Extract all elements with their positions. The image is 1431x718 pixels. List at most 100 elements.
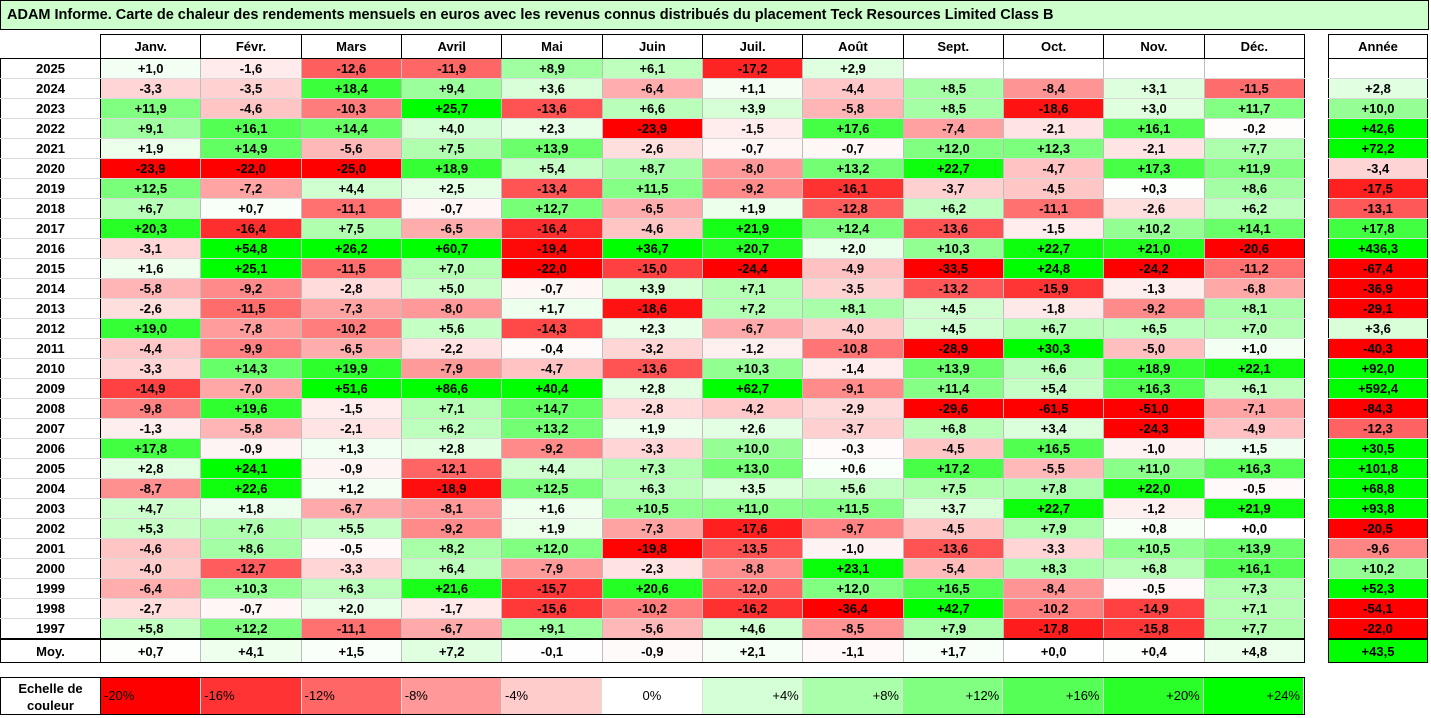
heatmap-cell: +6,8 — [1103, 558, 1205, 579]
heatmap-cell: +7,5 — [300, 218, 402, 239]
heatmap-cell: -11,2 — [1203, 258, 1306, 279]
heatmap-cell: +3,1 — [1103, 78, 1205, 99]
heatmap-cell: +12,5 — [99, 178, 201, 199]
year-label: 1998 — [0, 598, 101, 619]
heatmap-cell: +12,3 — [1002, 138, 1104, 159]
heatmap-cell: -2,8 — [300, 278, 402, 299]
heatmap-cell: -5,6 — [300, 138, 402, 159]
heatmap-cell: -19,4 — [501, 238, 603, 259]
year-label: 2006 — [0, 438, 101, 459]
year-row: 2019 +12,5 -7,2 +4,4 +2,5 -13,4 +11,5 -9,2 -16,1… — [0, 178, 1306, 199]
year-label: 2012 — [0, 318, 101, 339]
heatmap-cell: +11,4 — [902, 378, 1004, 399]
heatmap-cell: +7,5 — [400, 138, 502, 159]
heatmap-cell: +7,0 — [1203, 318, 1306, 339]
average-cell: +0,7 — [99, 638, 201, 663]
heatmap-cell: -12,6 — [300, 58, 402, 79]
year-label: 2019 — [0, 178, 101, 199]
heatmap-cell: +10,2 — [1103, 218, 1205, 239]
heatmap-cell: -8,0 — [701, 158, 803, 179]
heatmap-cell: -0,7 — [802, 138, 904, 159]
heatmap-cell: +10,5 — [601, 498, 703, 519]
heatmap-cell: +17,8 — [99, 438, 201, 459]
heatmap-cell: +22,7 — [902, 158, 1004, 179]
annual-return-cell: -9,6 — [1328, 538, 1428, 559]
year-label: 2020 — [0, 158, 101, 179]
heatmap-cell: +19,9 — [300, 358, 402, 379]
heatmap-cell: -10,2 — [1002, 598, 1104, 619]
heatmap-cell: +3,6 — [501, 78, 603, 99]
heatmap-cell: -10,2 — [601, 598, 703, 619]
heatmap-cell: -0,7 — [501, 278, 603, 299]
heatmap-cell: -7,1 — [1203, 398, 1306, 419]
heatmap-cell: -7,8 — [200, 318, 302, 339]
heatmap-cell: -9,2 — [701, 178, 803, 199]
heatmap-cell: +6,6 — [1002, 358, 1104, 379]
heatmap-cell: -4,0 — [802, 318, 904, 339]
color-scale-step: -8% — [401, 678, 502, 714]
year-label: 1997 — [0, 618, 101, 640]
year-label: 2013 — [0, 298, 101, 319]
heatmap-cell: -0,4 — [501, 338, 603, 359]
year-row: 2015 +1,6 +25,1 -11,5 +7,0 -22,0 -15,0 -24,4 -4,… — [0, 258, 1306, 279]
annual-return-cell: -20,5 — [1328, 518, 1428, 539]
heatmap-cell: -4,5 — [902, 438, 1004, 459]
heatmap-cell: +11,9 — [99, 98, 201, 119]
heatmap-cell: -2,7 — [99, 598, 201, 619]
annual-column-header: Année — [1328, 34, 1428, 59]
heatmap-cell: +8,1 — [802, 298, 904, 319]
color-scale-step: -20% — [101, 678, 202, 714]
color-scale-step: -12% — [301, 678, 402, 714]
heatmap-cell: -3,3 — [1002, 538, 1104, 559]
year-label: 2009 — [0, 378, 101, 399]
month-header: Févr. — [200, 34, 302, 59]
month-header: Mars — [300, 34, 402, 59]
month-header: Avril — [400, 34, 503, 59]
heatmap-cell: +8,1 — [1203, 298, 1306, 319]
heatmap-cell: -36,4 — [802, 598, 904, 619]
heatmap-cell: +8,2 — [400, 538, 502, 559]
heatmap-cell: +6,7 — [1002, 318, 1104, 339]
heatmap-cell: -14,9 — [1103, 598, 1205, 619]
heatmap-cell: -9,2 — [1103, 298, 1205, 319]
year-row: 2025 +1,0 -1,6 -12,6 -11,9 +8,9 +6,1 -17,2 +2,9 — [0, 58, 1306, 79]
heatmap-cell: -15,6 — [501, 598, 603, 619]
heatmap-cell: +21,9 — [701, 218, 803, 239]
annual-return-cell: +68,8 — [1328, 478, 1428, 499]
heatmap-cell: -11,5 — [300, 258, 402, 279]
year-label: 2024 — [0, 78, 101, 99]
heatmap-cell: -13,2 — [902, 278, 1004, 299]
heatmap-cell: +21,0 — [1103, 238, 1205, 259]
heatmap-cell: +18,4 — [300, 78, 402, 99]
heatmap-cell: +12,2 — [200, 618, 302, 640]
heatmap-cell: -4,0 — [99, 558, 201, 579]
heatmap-cell: -0,9 — [200, 438, 302, 459]
heatmap-cell: +2,8 — [601, 378, 703, 399]
heatmap-cell: -4,5 — [1002, 178, 1104, 199]
heatmap-cell: +1,7 — [501, 298, 603, 319]
year-row: 2003 +4,7 +1,8 -6,7 -8,1 +1,6 +10,5 +11,0 +11,5 +… — [0, 498, 1306, 519]
heatmap-cell: -3,5 — [802, 278, 904, 299]
heatmap-cell: -2,1 — [1103, 138, 1205, 159]
annual-return-cell: -13,1 — [1328, 198, 1428, 219]
heatmap-cell: +8,6 — [1203, 178, 1306, 199]
year-label: 2002 — [0, 518, 101, 539]
heatmap-cell: -19,8 — [601, 538, 703, 559]
average-cell: +1,5 — [300, 638, 402, 663]
year-row: 2001 -4,6 +8,6 -0,5 +8,2 +12,0 -19,8 -13,5 -1,0-… — [0, 538, 1306, 559]
heatmap-cell: +7,5 — [902, 478, 1004, 499]
heatmap-cell: -29,6 — [902, 398, 1004, 419]
heatmap-cell: -7,4 — [902, 118, 1004, 139]
heatmap-cell: +7,3 — [1203, 578, 1306, 599]
annual-return-cell: -54,1 — [1328, 598, 1428, 619]
annual-return-table: Année +2,8 +10,0 +42,6 +72,2 -3,4 -17,5 -13,1 +… — [1328, 34, 1428, 663]
heatmap-cell: +19,6 — [200, 398, 302, 419]
heatmap-cell: -20,6 — [1203, 238, 1306, 259]
heatmap-cell: -3,3 — [601, 438, 703, 459]
heatmap-cell: -9,1 — [802, 378, 904, 399]
color-scale-step: +20% — [1103, 678, 1204, 714]
year-row: 1997 +5,8 +12,2 -11,1 -6,7 +9,1 -5,6 +4,6 -8,5 +7… — [0, 618, 1306, 640]
heatmap-cell: -5,4 — [902, 558, 1004, 579]
heatmap-cell: -10,8 — [802, 338, 904, 359]
heatmap-cell: -51,0 — [1103, 398, 1205, 419]
